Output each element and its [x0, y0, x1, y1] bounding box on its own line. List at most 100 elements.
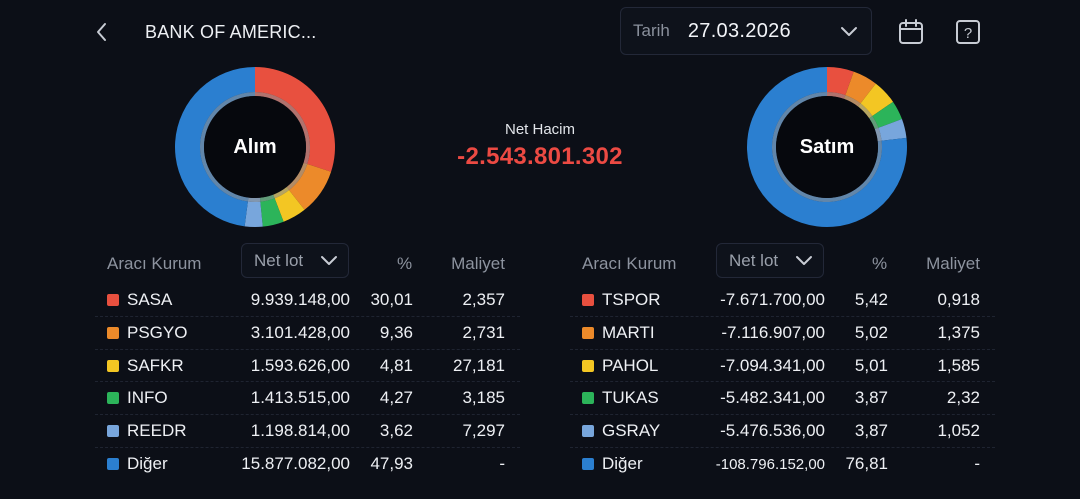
table-row[interactable]: Diğer 15.877.082,00 47,93 - [95, 448, 520, 480]
buy-sort-dropdown[interactable]: Net lot [241, 243, 349, 278]
table-row[interactable]: PSGYO 3.101.428,00 9,36 2,731 [95, 317, 520, 350]
symbol: MARTI [602, 322, 655, 342]
chevron-down-icon [796, 256, 812, 265]
cost: 2,32 [946, 388, 980, 408]
table-row[interactable]: GSRAY -5.476.536,00 3,87 1,052 [570, 415, 995, 448]
buy-table: Aracı Kurum Net lot % Maliyet SASA 9.939.… [95, 243, 520, 480]
percent: 3,62 [379, 421, 413, 441]
donut-segment [244, 201, 263, 227]
column-cost: Maliyet [451, 254, 505, 273]
net-lot: -108.796.152,00 [715, 455, 825, 473]
symbol: PAHOL [602, 355, 659, 375]
donut-segment [827, 67, 854, 96]
percent: 3,87 [854, 421, 888, 441]
color-swatch [107, 359, 119, 372]
date-label: Tarih [633, 21, 670, 40]
table-row[interactable]: INFO 1.413.515,00 4,27 3,185 [95, 382, 520, 416]
symbol: PSGYO [127, 322, 188, 342]
donut-segment [872, 101, 902, 128]
donut-segment [274, 190, 305, 222]
net-lot: 1.593.626,00 [250, 355, 350, 375]
color-swatch [582, 294, 594, 306]
buy-table-header: Aracı Kurum Net lot % Maliyet [95, 243, 520, 281]
donut-segment [260, 198, 284, 227]
symbol: Diğer [602, 453, 643, 473]
color-swatch [107, 425, 119, 438]
donut-segment [255, 67, 335, 172]
table-row[interactable]: Diğer -108.796.152,00 76,81 - [570, 448, 995, 480]
date-select[interactable]: Tarih 27.03.2026 [620, 7, 872, 55]
color-swatch [107, 392, 119, 405]
percent: 4,81 [379, 355, 413, 375]
cost: - [499, 453, 505, 473]
percent: 9,36 [379, 322, 413, 342]
buy-table-rows: SASA 9.939.148,00 30,01 2,357 PSGYO 3.101.42… [95, 284, 520, 480]
calendar-button[interactable] [896, 17, 926, 47]
percent: 4,27 [379, 388, 413, 408]
net-lot: -7.116.907,00 [721, 322, 825, 342]
calendar-icon [899, 19, 923, 44]
table-row[interactable]: MARTI -7.116.907,00 5,02 1,375 [570, 317, 995, 350]
color-swatch [107, 457, 119, 470]
symbol: SAFKR [127, 355, 184, 375]
table-row[interactable]: PAHOL -7.094.341,00 5,01 1,585 [570, 350, 995, 383]
sort-label: Net lot [729, 250, 779, 270]
color-swatch [107, 294, 119, 306]
percent: 30,01 [370, 290, 413, 309]
sell-table: Aracı Kurum Net lot % Maliyet TSPOR -7.67… [570, 243, 995, 480]
net-lot: -7.094.341,00 [720, 355, 825, 375]
cost: 1,585 [937, 355, 980, 375]
table-row[interactable]: REEDR 1.198.814,00 3,62 7,297 [95, 415, 520, 448]
page-title: BANK OF AMERIC... [145, 22, 317, 42]
chevron-down-icon [321, 256, 337, 265]
donut-segment [845, 71, 876, 104]
symbol: SASA [127, 290, 173, 309]
help-button[interactable]: ? [953, 17, 983, 47]
net-lot: 9.939.148,00 [250, 290, 350, 309]
cost: 27,181 [453, 355, 505, 375]
percent: 47,93 [370, 453, 413, 473]
symbol: TSPOR [602, 290, 661, 309]
svg-text:?: ? [964, 25, 972, 42]
cost: 3,185 [462, 388, 505, 408]
cost: 0,918 [937, 290, 980, 309]
column-percent: % [397, 254, 413, 273]
donut-segment [747, 67, 907, 228]
table-row[interactable]: TUKAS -5.482.341,00 3,87 2,32 [570, 382, 995, 416]
cost: 1,375 [937, 322, 980, 342]
cost: - [974, 453, 980, 473]
date-value: 27.03.2026 [687, 19, 791, 42]
chevron-left-icon [97, 23, 106, 41]
table-row[interactable]: SAFKR 1.593.626,00 4,81 27,181 [95, 350, 520, 383]
cost: 7,297 [462, 421, 505, 441]
color-swatch [582, 392, 594, 405]
buy-donut-chart: Alım [174, 66, 336, 228]
color-swatch [107, 326, 119, 339]
percent: 5,01 [854, 355, 888, 375]
table-row[interactable]: SASA 9.939.148,00 30,01 2,357 [95, 284, 520, 317]
symbol: GSRAY [602, 421, 661, 441]
column-broker: Aracı Kurum [107, 254, 202, 273]
percent: 5,42 [854, 290, 888, 309]
net-lot: 3.101.428,00 [250, 322, 350, 342]
sell-sort-dropdown[interactable]: Net lot [716, 243, 824, 278]
percent: 5,02 [854, 322, 888, 342]
net-volume-label: Net Hacim [504, 121, 575, 138]
symbol: INFO [127, 388, 168, 408]
color-swatch [582, 457, 594, 470]
cost: 2,357 [462, 290, 505, 309]
net-lot: 15.877.082,00 [241, 453, 350, 473]
net-lot: -5.482.341,00 [720, 388, 825, 408]
color-swatch [582, 359, 594, 372]
chevron-down-icon [841, 27, 857, 36]
back-button[interactable] [88, 18, 114, 46]
donut-segment [860, 83, 894, 116]
percent: 3,87 [854, 388, 888, 408]
sell-donut-label: Satım [799, 135, 855, 158]
table-row[interactable]: TSPOR -7.671.700,00 5,42 0,918 [570, 284, 995, 317]
symbol: REEDR [127, 421, 187, 441]
color-swatch [582, 326, 594, 339]
column-percent: % [872, 254, 888, 273]
net-lot: -5.476.536,00 [720, 421, 825, 441]
symbol: TUKAS [602, 388, 659, 408]
